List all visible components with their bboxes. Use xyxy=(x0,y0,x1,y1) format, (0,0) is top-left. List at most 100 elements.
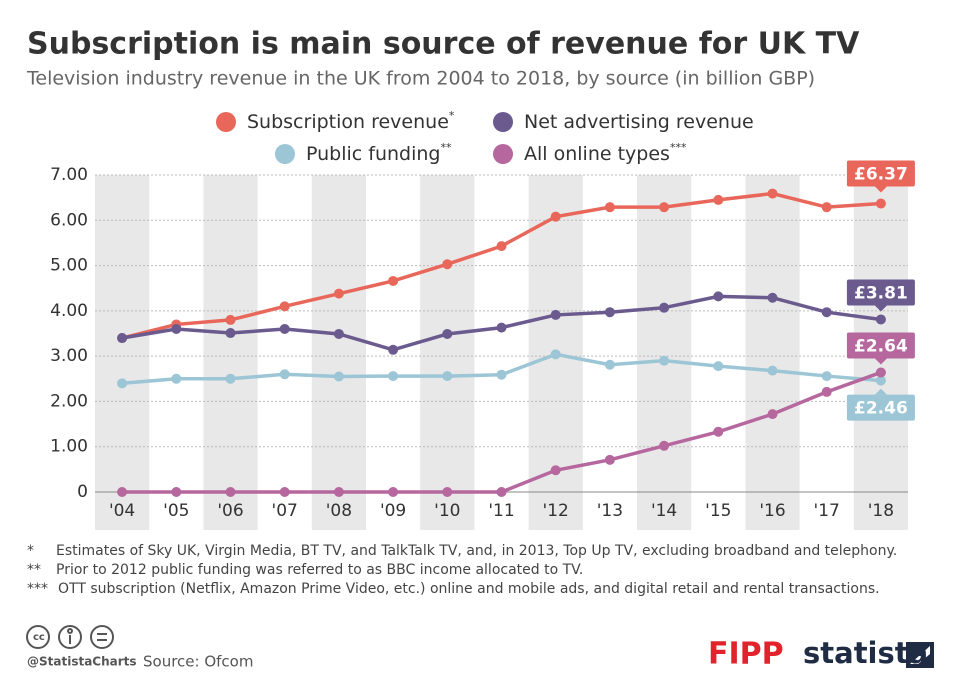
x-tick-label: '14 xyxy=(651,501,677,521)
x-tick-label: '15 xyxy=(705,501,731,521)
point xyxy=(333,487,344,497)
cc-icons xyxy=(26,625,114,649)
legend-marker xyxy=(275,144,295,164)
point xyxy=(496,241,507,252)
point xyxy=(604,454,615,465)
y-tick-label: 7.00 xyxy=(50,165,88,185)
point xyxy=(821,386,832,397)
point xyxy=(496,369,507,380)
value-label-box xyxy=(846,279,915,306)
point xyxy=(442,259,453,270)
point xyxy=(117,378,128,389)
x-tick-label: '04 xyxy=(109,501,135,521)
point xyxy=(875,314,886,325)
footnote-mark: *** xyxy=(27,581,48,597)
point xyxy=(875,198,886,209)
footnote-text: Prior to 2012 public funding was referre… xyxy=(56,562,583,578)
legend-name: All online types xyxy=(524,143,670,165)
point xyxy=(279,323,290,334)
x-tick-label: '09 xyxy=(380,501,406,521)
point xyxy=(767,188,778,199)
point xyxy=(550,465,561,476)
point xyxy=(388,344,399,355)
point xyxy=(225,487,236,497)
point xyxy=(713,361,724,372)
point xyxy=(659,355,670,366)
x-tick-label: '06 xyxy=(217,501,243,521)
point xyxy=(333,328,344,339)
point xyxy=(821,202,832,213)
value-label: £6.37 xyxy=(854,165,908,185)
point xyxy=(279,301,290,312)
point xyxy=(713,194,724,205)
band xyxy=(420,175,475,530)
x-tick-label: '12 xyxy=(543,501,569,521)
x-tick-label: '16 xyxy=(759,501,785,521)
point xyxy=(496,322,507,333)
value-label-box xyxy=(846,160,915,187)
value-label: £2.46 xyxy=(854,399,908,419)
legend-marker xyxy=(493,112,513,132)
footnote-text: Estimates of Sky UK, Virgin Media, BT TV… xyxy=(56,543,897,559)
point xyxy=(821,307,832,318)
point xyxy=(388,275,399,286)
x-tick-label: '07 xyxy=(272,501,298,521)
point xyxy=(604,359,615,370)
point xyxy=(333,288,344,299)
value-label-pointer xyxy=(874,388,887,395)
legend-mark: ** xyxy=(440,141,452,154)
point xyxy=(171,487,182,497)
point xyxy=(604,307,615,318)
x-tick-label: '05 xyxy=(163,501,189,521)
value-label-pointer xyxy=(874,358,887,365)
legend-name: Net advertising revenue xyxy=(524,111,754,133)
point xyxy=(659,302,670,313)
source: Source: Ofcom xyxy=(143,653,253,671)
x-tick-label: '17 xyxy=(814,501,840,521)
point xyxy=(821,371,832,382)
value-label-box xyxy=(846,332,915,359)
point xyxy=(767,365,778,376)
value-label-box xyxy=(846,394,915,421)
point xyxy=(225,314,236,325)
y-tick-label: 1.00 xyxy=(50,437,88,457)
band xyxy=(311,175,366,530)
point xyxy=(442,328,453,339)
x-tick-label: '11 xyxy=(488,501,514,521)
band xyxy=(203,175,258,530)
point xyxy=(550,309,561,320)
x-tick-label: '10 xyxy=(434,501,460,521)
y-tick-label: 0 xyxy=(77,482,88,502)
legend-label: Net advertising revenue xyxy=(524,111,754,133)
point xyxy=(225,373,236,384)
legend-name: Public funding xyxy=(306,143,440,165)
footnote-text: OTT subscription (Netflix, Amazon Prime … xyxy=(58,581,880,597)
point xyxy=(550,349,561,360)
footnote-mark: * xyxy=(27,543,34,559)
point xyxy=(117,333,128,344)
value-label-pointer xyxy=(874,305,887,312)
point xyxy=(659,440,670,451)
band xyxy=(95,175,150,530)
point xyxy=(713,291,724,302)
point xyxy=(117,487,128,497)
point xyxy=(171,323,182,334)
legend-label: Subscription revenue* xyxy=(247,109,455,133)
point xyxy=(604,202,615,213)
chart-subtitle: Television industry revenue in the UK fr… xyxy=(26,68,815,90)
point xyxy=(442,487,453,497)
point xyxy=(388,487,399,497)
statista-icon xyxy=(906,642,934,668)
point xyxy=(767,409,778,420)
y-tick-label: 5.00 xyxy=(50,256,88,276)
value-label-pointer xyxy=(874,186,887,193)
legend-mark: *** xyxy=(670,141,687,154)
cc-text: cc xyxy=(33,632,45,643)
y-tick-label: 6.00 xyxy=(50,210,88,230)
y-tick-label: 2.00 xyxy=(50,391,88,411)
point xyxy=(171,373,182,384)
handle: @StatistaCharts xyxy=(27,655,137,669)
point xyxy=(496,487,507,497)
point xyxy=(279,369,290,380)
